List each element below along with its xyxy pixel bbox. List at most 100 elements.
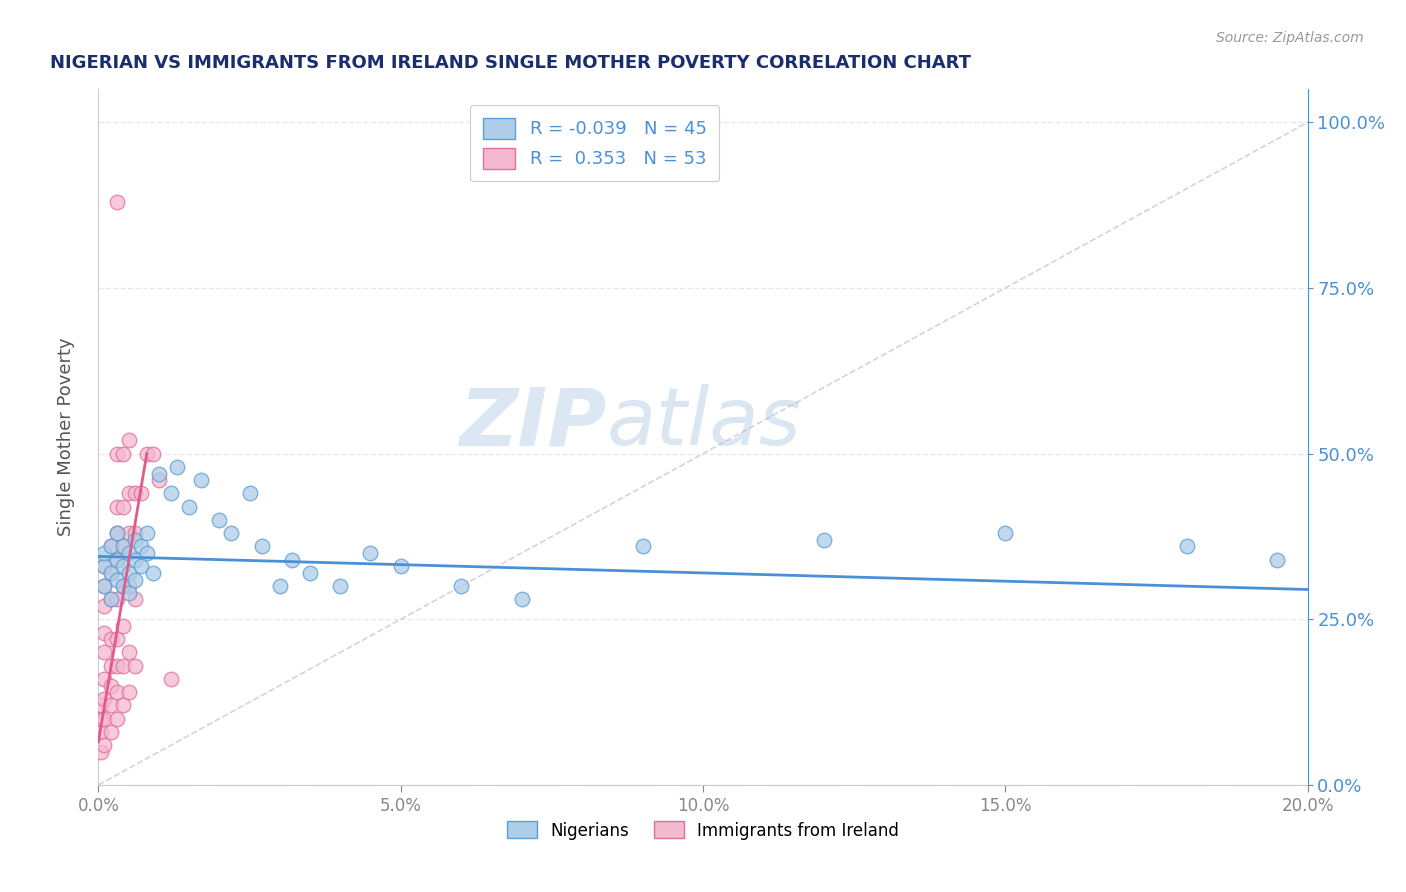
Point (118, 645, 141, 659)
Point (93, 645, 115, 659)
Point (100, 566, 122, 580)
Point (105, 552, 128, 566)
Text: ZIP: ZIP (458, 384, 606, 462)
Point (299, 566, 322, 580)
Point (100, 566, 122, 580)
Point (135, 447, 157, 461)
Point (148, 467, 170, 481)
Point (111, 500, 134, 514)
Point (329, 579, 352, 593)
Point (105, 526, 128, 541)
Point (111, 658, 134, 673)
Point (124, 552, 146, 566)
Point (105, 526, 128, 541)
Point (100, 540, 122, 554)
Point (631, 540, 654, 554)
Point (118, 579, 141, 593)
Point (93, 672, 115, 686)
Point (105, 658, 128, 673)
Point (124, 526, 146, 541)
Point (118, 586, 141, 600)
Point (111, 698, 134, 713)
Point (100, 725, 122, 739)
Point (105, 712, 128, 726)
Point (118, 434, 141, 448)
Point (129, 540, 152, 554)
Text: atlas: atlas (606, 384, 801, 462)
Point (124, 533, 146, 547)
Point (166, 459, 188, 474)
Point (281, 552, 304, 566)
Point (360, 546, 382, 560)
Point (93, 625, 115, 640)
Point (994, 526, 1017, 541)
Point (389, 559, 412, 574)
Point (118, 685, 141, 699)
Point (90, 712, 112, 726)
Point (90, 698, 112, 713)
Point (129, 559, 152, 574)
Point (105, 447, 128, 461)
Point (269, 579, 291, 593)
Point (510, 592, 533, 607)
Point (90, 745, 112, 759)
Point (93, 579, 115, 593)
Point (160, 672, 183, 686)
Point (221, 526, 243, 541)
Point (142, 566, 165, 580)
Point (111, 540, 134, 554)
Point (129, 486, 152, 500)
Point (118, 566, 141, 580)
Point (100, 592, 122, 607)
Point (105, 632, 128, 647)
Point (100, 658, 122, 673)
Point (135, 526, 157, 541)
Point (100, 632, 122, 647)
Point (118, 526, 141, 541)
Point (100, 540, 122, 554)
Point (100, 698, 122, 713)
Point (111, 540, 134, 554)
Legend: Nigerians, Immigrants from Ireland: Nigerians, Immigrants from Ireland (501, 814, 905, 847)
Point (1267, 552, 1289, 566)
Point (124, 573, 146, 587)
Point (111, 579, 134, 593)
Point (111, 579, 134, 593)
Point (105, 500, 128, 514)
Point (190, 473, 212, 487)
Point (93, 738, 115, 752)
Point (124, 592, 146, 607)
Point (118, 546, 141, 560)
Point (813, 533, 835, 547)
Text: NIGERIAN VS IMMIGRANTS FROM IRELAND SINGLE MOTHER POVERTY CORRELATION CHART: NIGERIAN VS IMMIGRANTS FROM IRELAND SING… (51, 54, 972, 72)
Point (250, 540, 273, 554)
Point (93, 559, 115, 574)
Point (450, 579, 472, 593)
Point (111, 559, 134, 574)
Point (105, 552, 128, 566)
Point (100, 679, 122, 693)
Point (239, 486, 262, 500)
Point (118, 486, 141, 500)
Point (105, 685, 128, 699)
Point (100, 592, 122, 607)
Point (93, 559, 115, 574)
Point (90, 725, 112, 739)
Point (93, 546, 115, 560)
Point (160, 486, 183, 500)
Text: Source: ZipAtlas.com: Source: ZipAtlas.com (1216, 31, 1364, 45)
Y-axis label: Single Mother Poverty: Single Mother Poverty (56, 338, 75, 536)
Point (93, 599, 115, 613)
Point (179, 500, 201, 514)
Point (111, 619, 134, 633)
Point (93, 691, 115, 706)
Point (111, 447, 134, 461)
Point (105, 194, 128, 209)
Point (93, 579, 115, 593)
Point (135, 546, 157, 560)
Point (148, 473, 170, 487)
Point (142, 447, 165, 461)
Point (1175, 540, 1198, 554)
Point (124, 486, 146, 500)
Point (208, 513, 231, 527)
